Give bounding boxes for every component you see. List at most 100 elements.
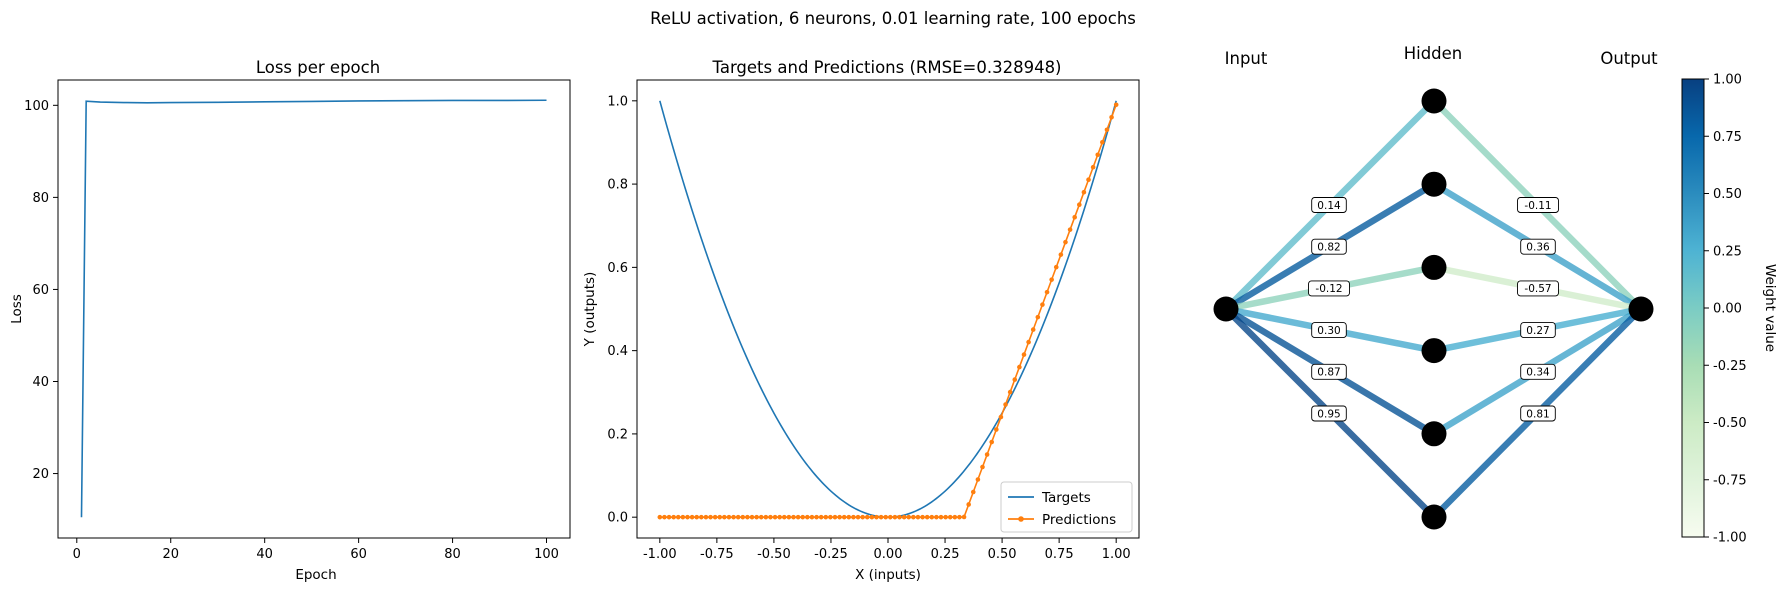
tp-xtick-label: -0.50 <box>757 547 791 562</box>
prediction-point <box>966 502 971 507</box>
network-label-hidden: Hidden <box>1404 44 1463 63</box>
loss-xtick-label: 40 <box>256 547 273 562</box>
prediction-point <box>675 514 681 520</box>
output-weight-box <box>1520 322 1556 339</box>
prediction-point <box>878 514 884 520</box>
loss-chart-ylabel: Loss <box>9 294 25 324</box>
prediction-point <box>994 427 999 432</box>
output-weight-label: 0.36 <box>1526 242 1550 254</box>
tp-chart-ylabel: Y (outputs) <box>582 272 598 348</box>
prediction-point <box>1040 302 1045 307</box>
output-weight-label: 0.27 <box>1526 325 1549 337</box>
prediction-point <box>869 514 875 520</box>
prediction-point <box>911 514 916 520</box>
output-weight-box <box>1517 197 1559 213</box>
prediction-point <box>1030 327 1036 332</box>
input-weight-box <box>1311 322 1347 339</box>
prediction-point <box>777 514 782 520</box>
output-weight-label: 0.81 <box>1526 408 1549 420</box>
prediction-point <box>901 514 907 520</box>
tp-chart-xlabel: X (inputs) <box>855 567 921 583</box>
colorbar-tick-label: -0.25 <box>1713 359 1747 374</box>
colorbar-tick-label: -0.75 <box>1713 473 1747 488</box>
prediction-point <box>1077 202 1082 207</box>
prediction-point <box>1104 127 1110 133</box>
tp-xtick-label: 0.50 <box>988 547 1017 562</box>
input-weight-label: 0.14 <box>1317 200 1341 212</box>
prediction-point <box>703 514 709 520</box>
prediction-point <box>961 514 967 520</box>
prediction-point <box>768 514 773 520</box>
prediction-point <box>892 514 898 520</box>
input-weight-label: -0.12 <box>1315 283 1342 295</box>
legend-predictions-marker <box>1018 516 1024 522</box>
prediction-point <box>662 514 667 520</box>
prediction-point <box>823 514 829 520</box>
colorbar-tick-label: 0.25 <box>1713 244 1742 259</box>
prediction-point <box>657 514 663 520</box>
network-label-output: Output <box>1600 49 1658 68</box>
prediction-point <box>671 514 676 520</box>
prediction-point <box>772 514 778 520</box>
prediction-point <box>694 514 699 520</box>
tp-ytick-label: 0.0 <box>607 511 628 526</box>
loss-chart: Loss per epoch 0 20 40 60 80 100 20 40 60 80 100 E… <box>9 58 571 583</box>
colorbar-tick-label: 0.50 <box>1713 187 1742 202</box>
prediction-point <box>929 514 935 520</box>
output-weight-box <box>1517 280 1559 297</box>
prediction-point <box>915 514 921 520</box>
prediction-point <box>957 514 962 520</box>
input-weight-box <box>1311 405 1347 422</box>
loss-ytick-label: 20 <box>32 467 49 482</box>
input-weight-box <box>1308 280 1350 297</box>
network-edges <box>1222 97 1645 521</box>
input-weight-box <box>1311 363 1347 380</box>
prediction-point <box>934 514 939 520</box>
prediction-point <box>791 514 796 520</box>
prediction-point <box>897 514 902 520</box>
prediction-point <box>1007 389 1013 395</box>
prediction-point <box>855 514 861 520</box>
tp-xtick-label: 0.25 <box>931 547 960 562</box>
loss-ytick-label: 60 <box>32 283 49 298</box>
prediction-point <box>735 514 741 520</box>
hidden-neuron <box>1421 88 1447 114</box>
prediction-point <box>1044 289 1050 295</box>
hidden-neuron <box>1421 338 1447 364</box>
prediction-point <box>989 439 995 445</box>
prediction-point <box>722 514 727 520</box>
prediction-point <box>906 514 912 520</box>
prediction-point <box>970 489 976 495</box>
colorbar-gradient <box>1681 78 1705 538</box>
prediction-point <box>984 452 990 457</box>
prediction-point <box>717 514 723 520</box>
prediction-point <box>888 514 893 520</box>
colorbar-tick-label: 1.00 <box>1713 73 1742 88</box>
tp-xtick-label: -0.75 <box>700 547 734 562</box>
input-weight-label: 0.95 <box>1317 408 1340 420</box>
prediction-point <box>952 514 958 520</box>
output-weight-label: -0.11 <box>1524 200 1551 212</box>
tp-chart-ticks: -1.00 -0.75 -0.50 -0.25 0.00 0.25 0.50 0.75 1.00… <box>607 94 1130 562</box>
prediction-point <box>832 514 838 520</box>
output-weight-box <box>1520 363 1556 380</box>
hidden-neuron <box>1421 421 1447 447</box>
colorbar-tick-label: 0.00 <box>1713 302 1742 317</box>
prediction-point <box>1100 139 1105 145</box>
prediction-point <box>864 514 870 520</box>
prediction-point <box>680 514 686 520</box>
input-weight-label: 0.82 <box>1317 242 1340 254</box>
tp-xtick-label: 0.00 <box>874 547 903 562</box>
network-label-input: Input <box>1225 49 1268 68</box>
prediction-point <box>1086 177 1091 183</box>
prediction-point <box>975 477 981 482</box>
prediction-point <box>1021 352 1027 357</box>
prediction-point <box>1081 189 1087 195</box>
prediction-point <box>708 514 713 520</box>
prediction-point <box>1003 402 1008 407</box>
prediction-point <box>837 514 842 520</box>
prediction-point <box>749 514 755 520</box>
loss-ytick-label: 40 <box>32 375 49 390</box>
colorbar-tick-label: -0.50 <box>1713 416 1747 431</box>
output-weight-box <box>1520 405 1556 422</box>
